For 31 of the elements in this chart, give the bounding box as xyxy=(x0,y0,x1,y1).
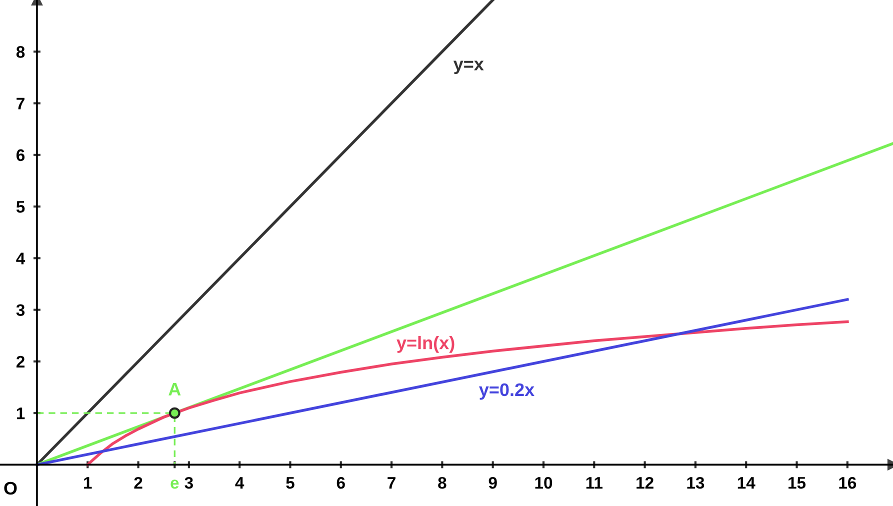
x-tick-label: e xyxy=(170,480,179,489)
x-tick-label: 12 xyxy=(636,476,654,489)
x-tick-label: 6 xyxy=(336,476,345,489)
series-label: y=0.2x xyxy=(479,383,534,400)
y-tick-label: 3 xyxy=(16,304,25,316)
annotation: O xyxy=(4,482,17,495)
x-tick-label: 9 xyxy=(488,476,497,489)
series-label: y=ln(x) xyxy=(396,336,454,353)
x-tick-label: 10 xyxy=(535,476,552,489)
x-tick-label: 3 xyxy=(184,476,193,489)
x-tick-label: 2 xyxy=(134,476,142,489)
line-series xyxy=(86,320,849,466)
y-tick-label: 2 xyxy=(16,356,25,368)
x-tick-label: 11 xyxy=(586,477,602,489)
series-label: A xyxy=(168,383,181,396)
x-tick-label: 7 xyxy=(388,477,396,489)
series-label: y=x xyxy=(453,60,484,74)
y-tick-label: 4 xyxy=(16,252,26,264)
x-tick-label: 4 xyxy=(235,477,244,489)
y-tick-label: 7 xyxy=(16,98,24,110)
y-tick-label: 5 xyxy=(16,201,25,213)
y-tick-label: 1 xyxy=(16,408,25,420)
x-tick-label: 1 xyxy=(84,477,92,489)
x-tick-label: 5 xyxy=(286,477,294,489)
x-tick-label: 16 xyxy=(839,476,856,489)
x-tick-label: 8 xyxy=(438,476,446,489)
x-tick-label: 13 xyxy=(687,476,704,489)
x-tick-label: 15 xyxy=(788,477,806,489)
y-tick-label: 6 xyxy=(16,149,25,162)
x-tick-label: 14 xyxy=(738,477,756,489)
y-tick-label: 8 xyxy=(16,46,25,58)
